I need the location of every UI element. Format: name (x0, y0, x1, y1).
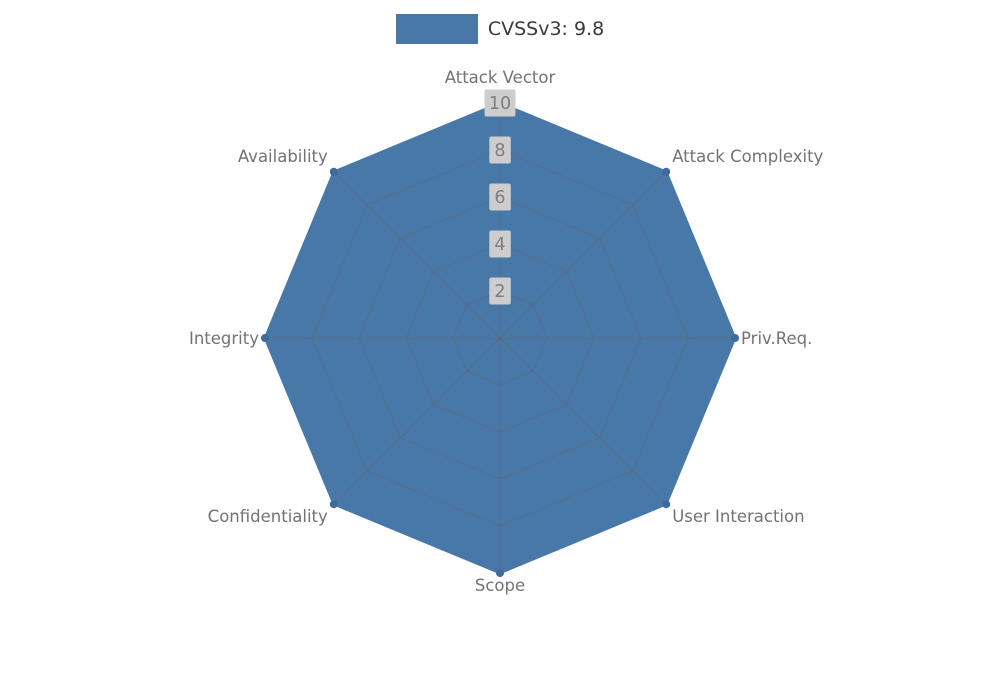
tick-label-box (489, 136, 511, 164)
axis-spoke (333, 337, 501, 505)
series-vertex-dot (662, 167, 671, 176)
axis-label: Attack Vector (445, 68, 556, 87)
tick-label-box (489, 183, 511, 211)
series-vertex-dot (329, 500, 338, 509)
axis-label: Integrity (189, 329, 259, 348)
axis-label: Confidentiality (208, 507, 328, 526)
tick-label: 2 (494, 282, 505, 302)
axis-label: Scope (475, 576, 525, 595)
tick-label-box (489, 277, 511, 305)
tick-label: 4 (494, 235, 505, 255)
series-vertex-dot (662, 500, 671, 509)
axis-label: Availability (238, 147, 328, 166)
series-vertex-dot (731, 334, 739, 342)
axis-label: Attack Complexity (672, 147, 823, 166)
tick-label-box (484, 89, 516, 117)
series-vertex-dot (329, 167, 338, 176)
axis-spoke (499, 337, 667, 505)
axis-label: User Interaction (672, 507, 804, 526)
series-vertex-dot (261, 334, 269, 342)
axis-spoke (499, 171, 667, 339)
tick-label-box (489, 230, 511, 258)
tick-label: 10 (489, 94, 511, 114)
series-vertex-dot (496, 569, 504, 577)
tick-label: 8 (494, 141, 505, 161)
axis-label: Priv.Req. (741, 329, 812, 348)
axis-spoke (333, 171, 501, 339)
tick-label: 6 (494, 188, 505, 208)
